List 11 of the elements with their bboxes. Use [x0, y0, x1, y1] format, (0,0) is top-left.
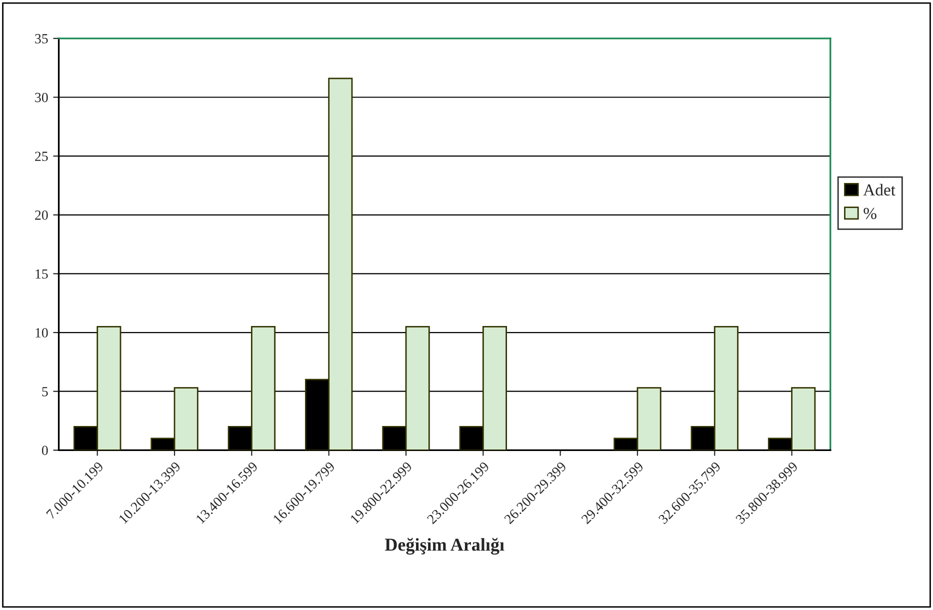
y-tick-label: 5 [42, 387, 48, 396]
y-tick-label: 35 [35, 34, 48, 44]
y-tick-label: 15 [36, 269, 48, 279]
legend-label: % [864, 208, 876, 220]
y-tick-label: 10 [36, 328, 48, 338]
y-tick-label: 0 [42, 446, 48, 456]
y-tick-label: 20 [35, 210, 48, 220]
x-axis-title: Değişim Aralığı [384, 538, 504, 555]
y-tick-label: 25 [35, 152, 48, 162]
y-tick-label: 30 [35, 92, 48, 102]
legend-label: Adet [863, 184, 896, 196]
